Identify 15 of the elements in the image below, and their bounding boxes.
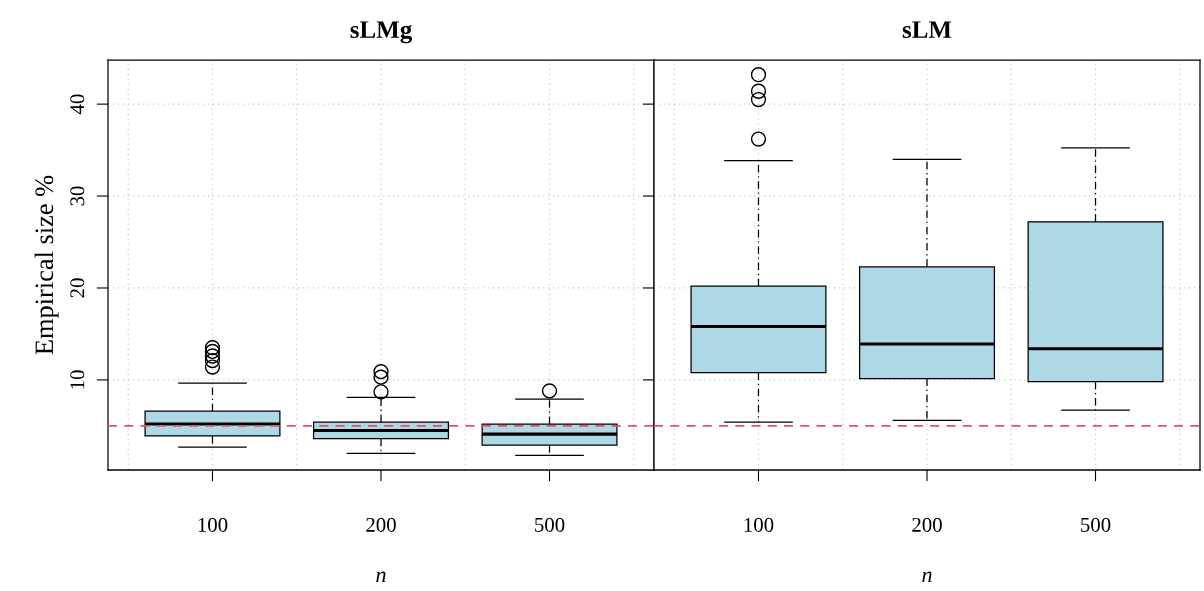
x-tick-label: 500 (535, 517, 565, 532)
x-tick-label: 500 (1081, 517, 1111, 532)
chart-title: sLMg (350, 21, 413, 44)
y-tick-label: 20 (70, 278, 85, 298)
x-axis-title: n (922, 571, 932, 583)
x-tick-label: 200 (366, 517, 396, 532)
x-tick-label: 200 (912, 517, 942, 532)
x-tick-label: 100 (198, 517, 228, 532)
x-axis-title: n (376, 571, 386, 583)
x-tick-label: 100 (744, 517, 774, 532)
y-axis-title: Empirical size % (34, 175, 59, 355)
y-tick-label: 30 (70, 186, 85, 206)
y-tick-label: 10 (70, 370, 85, 389)
y-tick-label: 40 (70, 94, 85, 115)
chart-title: sLM (902, 21, 952, 39)
